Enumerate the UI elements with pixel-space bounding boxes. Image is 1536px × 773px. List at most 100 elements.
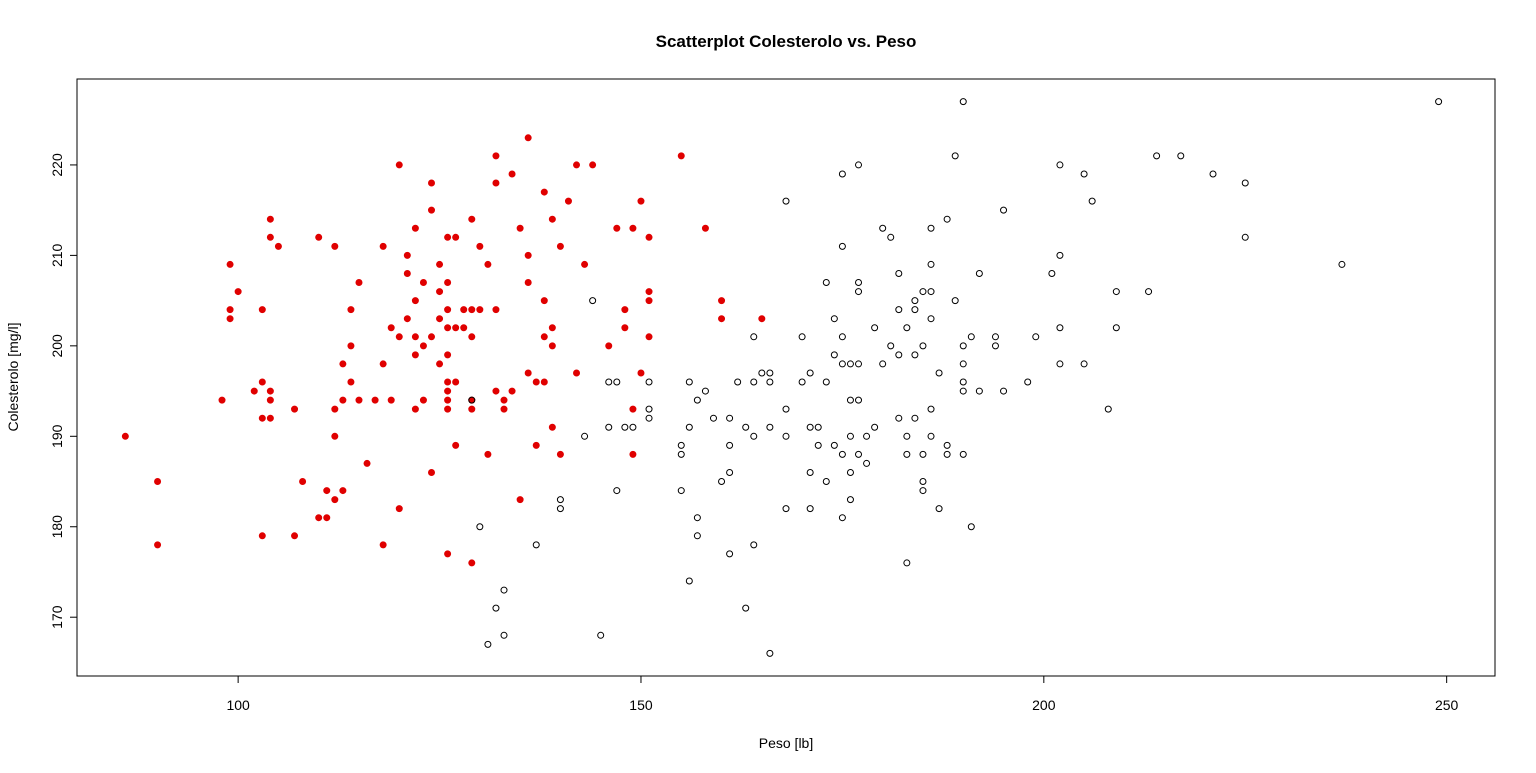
data-point-open bbox=[927, 405, 935, 413]
data-point-filled bbox=[484, 260, 492, 268]
data-point-open bbox=[476, 523, 484, 531]
data-point-filled bbox=[331, 242, 339, 250]
data-point-open bbox=[871, 423, 879, 431]
data-point-open bbox=[951, 297, 959, 305]
data-point-filled bbox=[492, 387, 500, 395]
data-point-open bbox=[621, 423, 629, 431]
data-point-open bbox=[766, 423, 774, 431]
data-point-filled bbox=[355, 396, 363, 404]
data-point-filled bbox=[266, 414, 274, 422]
data-point-open bbox=[822, 478, 830, 486]
data-point-filled bbox=[500, 405, 508, 413]
data-point-open bbox=[758, 369, 766, 377]
data-point-open bbox=[903, 450, 911, 458]
data-point-filled bbox=[476, 306, 484, 314]
data-point-open bbox=[726, 414, 734, 422]
data-point-open bbox=[959, 450, 967, 458]
data-point-open bbox=[846, 396, 854, 404]
data-point-filled bbox=[419, 279, 427, 287]
data-point-open bbox=[1088, 197, 1096, 205]
data-point-open bbox=[975, 387, 983, 395]
data-point-filled bbox=[258, 532, 266, 540]
data-point-filled bbox=[524, 369, 532, 377]
data-point-open bbox=[750, 378, 758, 386]
data-point-open bbox=[645, 378, 653, 386]
data-point-open bbox=[645, 414, 653, 422]
data-point-open bbox=[830, 441, 838, 449]
data-point-open bbox=[500, 586, 508, 594]
data-point-open bbox=[895, 269, 903, 277]
data-point-open bbox=[1153, 152, 1161, 160]
data-point-open bbox=[1145, 288, 1153, 296]
data-point-open bbox=[1080, 360, 1088, 368]
data-point-filled bbox=[718, 297, 726, 305]
data-point-filled bbox=[411, 405, 419, 413]
data-point-open bbox=[1000, 206, 1008, 214]
data-point-open bbox=[589, 297, 597, 305]
data-point-filled bbox=[500, 396, 508, 404]
data-point-filled bbox=[444, 279, 452, 287]
data-point-filled bbox=[331, 496, 339, 504]
data-point-open bbox=[766, 649, 774, 657]
data-point-filled bbox=[258, 306, 266, 314]
data-point-filled bbox=[444, 351, 452, 359]
data-point-filled bbox=[291, 405, 299, 413]
data-point-open bbox=[927, 288, 935, 296]
data-point-filled bbox=[573, 369, 581, 377]
data-point-filled bbox=[226, 306, 234, 314]
data-point-open bbox=[1032, 333, 1040, 341]
data-point-filled bbox=[460, 306, 468, 314]
data-point-open bbox=[838, 242, 846, 250]
data-point-open bbox=[887, 233, 895, 241]
data-point-open bbox=[959, 98, 967, 106]
data-point-open bbox=[838, 333, 846, 341]
data-point-open bbox=[838, 514, 846, 522]
data-point-filled bbox=[444, 233, 452, 241]
x-tick-label: 100 bbox=[226, 697, 250, 713]
data-point-open bbox=[855, 279, 863, 287]
data-point-filled bbox=[492, 306, 500, 314]
data-point-open bbox=[806, 423, 814, 431]
data-point-filled bbox=[564, 197, 572, 205]
data-point-open bbox=[726, 550, 734, 558]
data-point-open bbox=[581, 432, 589, 440]
data-point-open bbox=[556, 496, 564, 504]
data-point-open bbox=[701, 387, 709, 395]
data-point-filled bbox=[154, 541, 162, 549]
data-point-filled bbox=[339, 396, 347, 404]
data-point-filled bbox=[428, 179, 435, 187]
data-point-open bbox=[1056, 360, 1064, 368]
data-point-open bbox=[838, 450, 846, 458]
data-point-open bbox=[677, 441, 685, 449]
data-point-open bbox=[879, 360, 887, 368]
x-tick-label: 200 bbox=[1032, 697, 1056, 713]
data-point-filled bbox=[428, 468, 435, 476]
data-point-filled bbox=[428, 333, 435, 341]
data-point-filled bbox=[629, 224, 637, 232]
data-point-filled bbox=[411, 297, 419, 305]
data-point-filled bbox=[444, 550, 452, 558]
data-point-filled bbox=[379, 360, 387, 368]
data-point-open bbox=[959, 378, 967, 386]
data-point-open bbox=[782, 197, 790, 205]
data-point-open bbox=[1024, 378, 1032, 386]
data-point-filled bbox=[645, 233, 653, 241]
data-point-open bbox=[1104, 405, 1112, 413]
data-point-open bbox=[734, 378, 742, 386]
data-point-filled bbox=[484, 450, 492, 458]
data-point-open bbox=[927, 224, 935, 232]
data-point-filled bbox=[347, 342, 355, 350]
data-point-open bbox=[855, 360, 863, 368]
data-point-open bbox=[645, 405, 653, 413]
data-point-open bbox=[1112, 288, 1120, 296]
data-point-filled bbox=[274, 242, 282, 250]
data-point-open bbox=[693, 396, 701, 404]
data-point-open bbox=[782, 505, 790, 513]
data-point-filled bbox=[468, 333, 476, 341]
data-point-open bbox=[903, 432, 911, 440]
data-point-filled bbox=[444, 306, 452, 314]
data-point-filled bbox=[258, 414, 266, 422]
data-point-filled bbox=[468, 306, 476, 314]
data-point-open bbox=[782, 432, 790, 440]
